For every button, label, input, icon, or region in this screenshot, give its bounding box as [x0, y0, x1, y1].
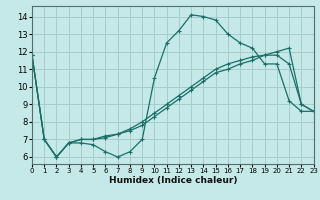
X-axis label: Humidex (Indice chaleur): Humidex (Indice chaleur): [108, 176, 237, 185]
